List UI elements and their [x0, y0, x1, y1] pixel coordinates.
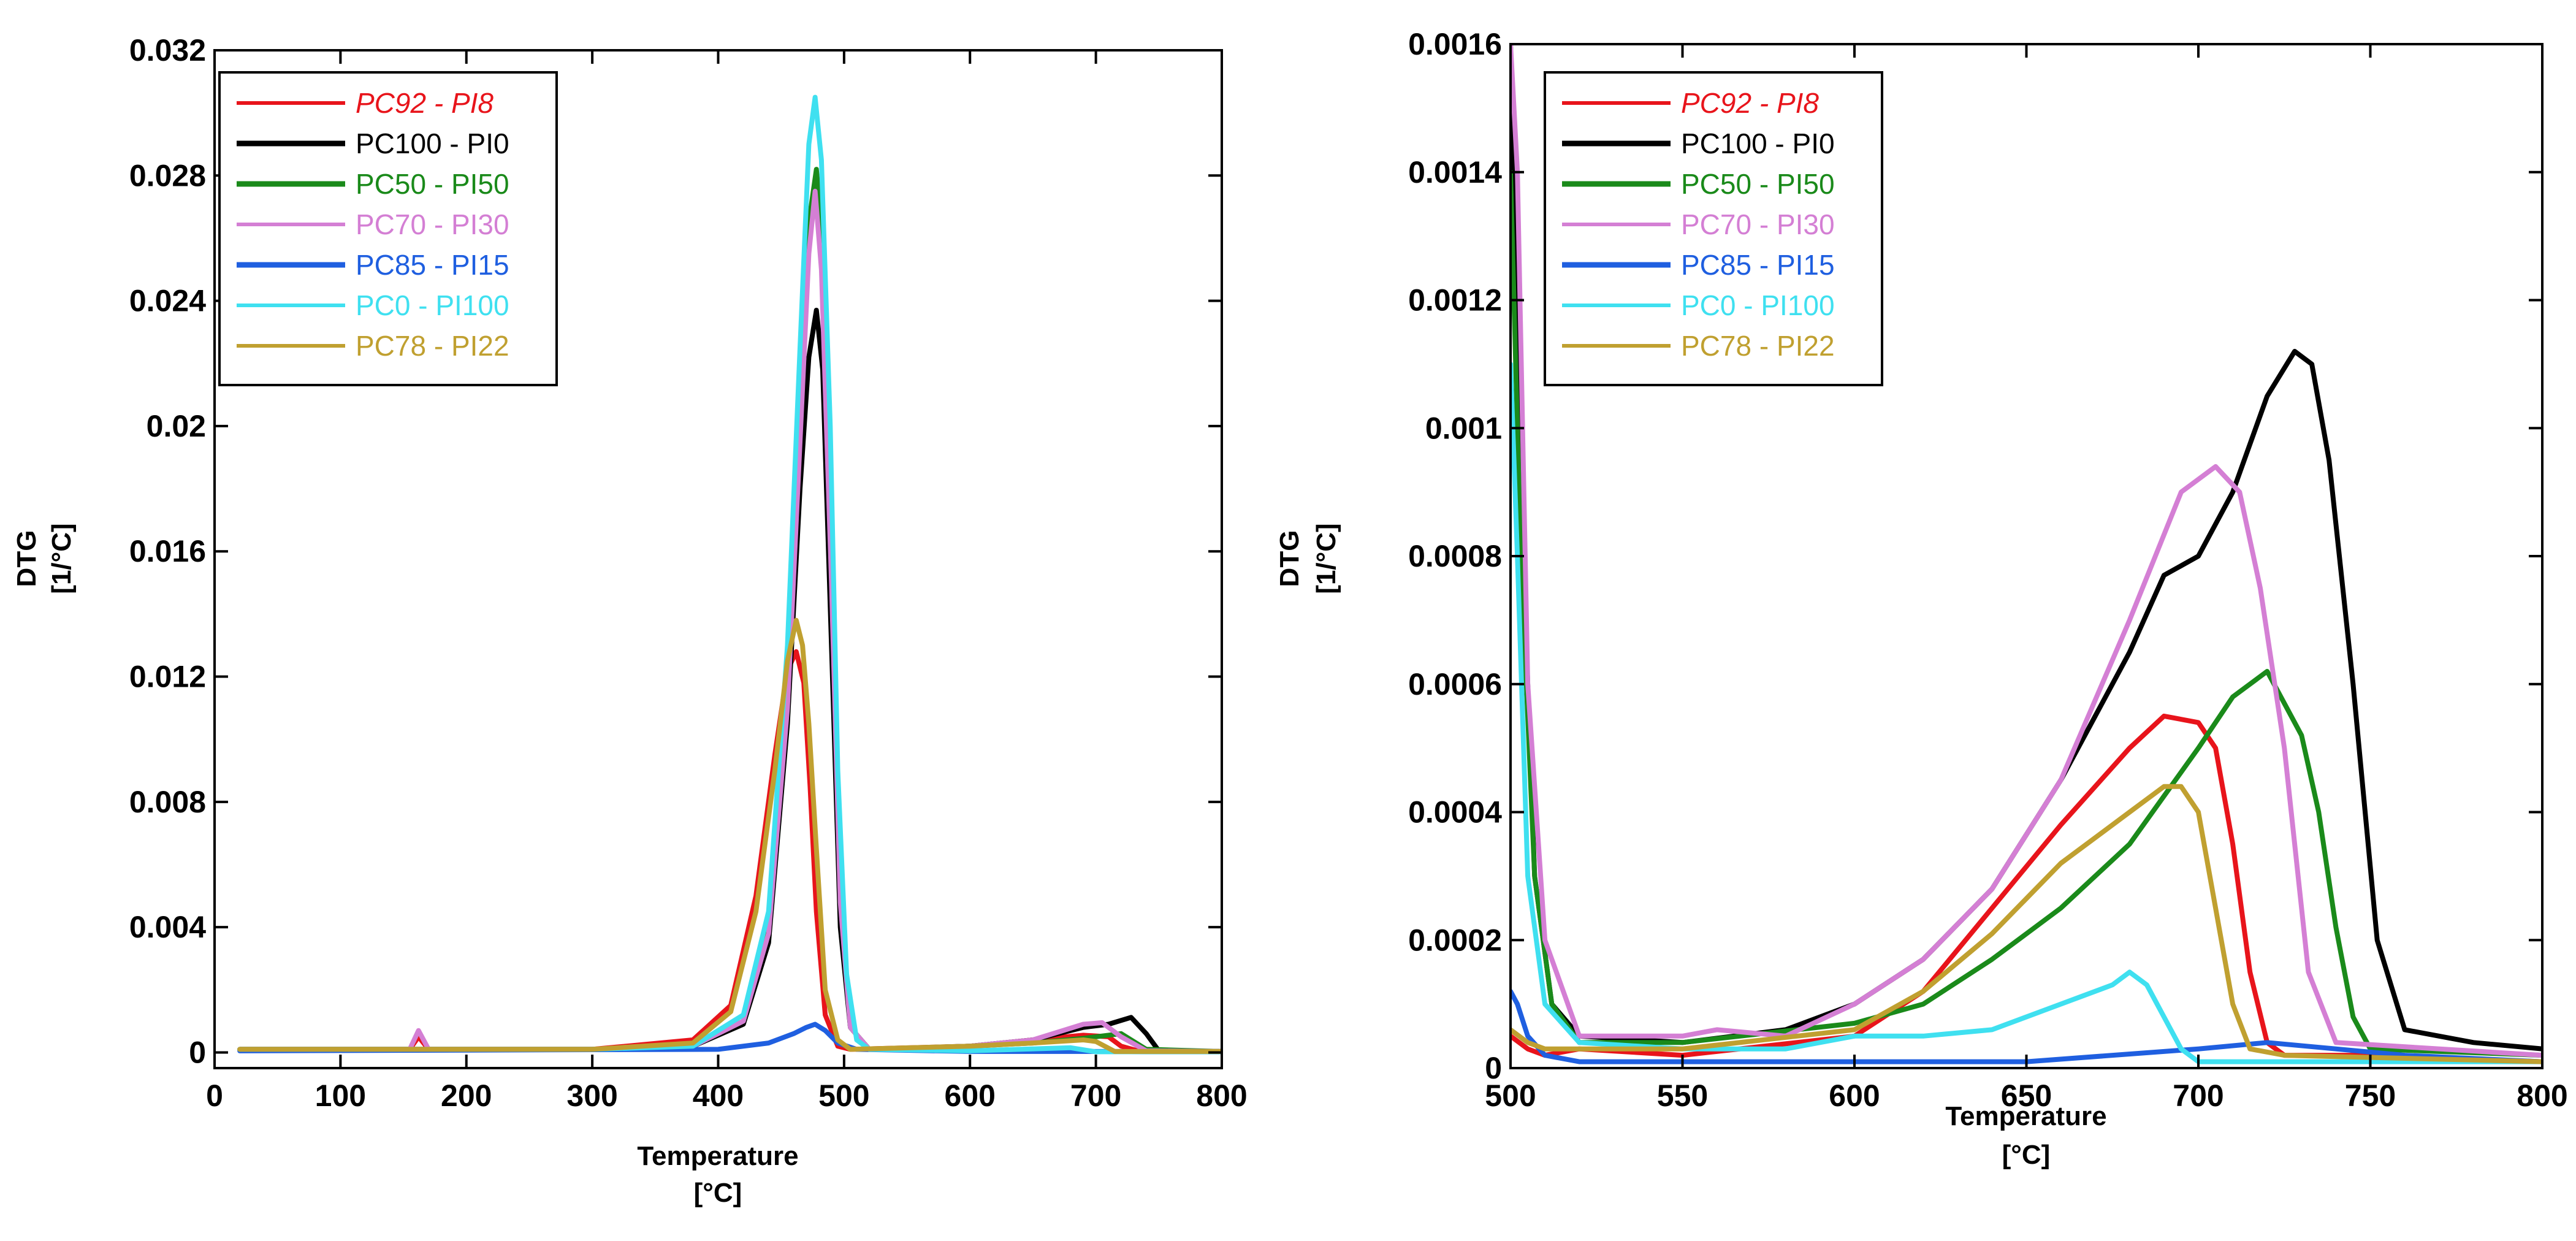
- right-legend-label: PC0 - PI100: [1681, 289, 1835, 321]
- right-x-tick-label: 800: [2517, 1079, 2567, 1113]
- right-y-tick-label: 0.0014: [1408, 155, 1502, 189]
- right-y-tick-label: 0.0002: [1408, 923, 1502, 957]
- right-legend: PC92 - PI8 PC100 - PI0 PC50 - PI50 PC70 - P…: [1544, 71, 1883, 386]
- left-y-tick-label: 0.012: [129, 660, 206, 694]
- left-y-tick-label: 0.024: [129, 284, 206, 318]
- left-y-tick-label: 0.016: [129, 534, 206, 568]
- left-y-axis-unit: [1/°C]: [47, 523, 77, 594]
- left-x-axis-unit: [°C]: [694, 1178, 742, 1208]
- left-y-tick-label: 0.004: [129, 910, 206, 944]
- left-series-line-2: [237, 307, 1222, 1054]
- right-series-line-6: [1511, 361, 2542, 1064]
- right-series-line-4: [1511, 44, 2542, 1058]
- left-x-tick-label: 800: [1196, 1079, 1247, 1113]
- right-legend-box: [1544, 71, 1883, 386]
- left-y-tick-label: 0.032: [129, 33, 206, 67]
- right-x-tick-label: 750: [2345, 1079, 2396, 1113]
- right-y-axis-unit: [1/°C]: [1311, 523, 1341, 594]
- right-x-tick-label: 700: [2173, 1079, 2224, 1113]
- right-y-tick-label: 0: [1485, 1051, 1502, 1085]
- right-y-axis-label: DTG: [1275, 530, 1305, 587]
- right-x-tick-label: 500: [1485, 1079, 1536, 1113]
- left-x-tick-label: 600: [945, 1079, 996, 1113]
- left-x-tick-label: 700: [1070, 1079, 1121, 1113]
- left-series-layer: [237, 94, 1222, 1055]
- right-legend-label: PC100 - PI0: [1681, 128, 1835, 159]
- right-chart: 500 550 600 650 700 750 800 0 0.0002 0.0004 0.0006…: [1275, 27, 2568, 1170]
- right-x-tick-label: 650: [2001, 1079, 2052, 1113]
- left-y-tick-label: 0.028: [129, 158, 206, 193]
- left-legend-label: PC50 - PI50: [356, 168, 509, 200]
- right-y-tick-label: 0.0008: [1408, 539, 1502, 573]
- left-x-tick-label: 400: [693, 1079, 744, 1113]
- left-series-line-6: [237, 94, 1222, 1055]
- left-legend-label: PC100 - PI0: [356, 128, 509, 159]
- left-x-tick-label: 200: [441, 1079, 492, 1113]
- right-x-tick-label: 550: [1657, 1079, 1708, 1113]
- left-legend-label: PC78 - PI22: [356, 330, 509, 362]
- right-series-line-1: [1511, 713, 2542, 1064]
- right-y-tick-label: 0.0006: [1408, 667, 1502, 701]
- left-x-tick-label: 300: [566, 1079, 617, 1113]
- right-series-line-2: [1511, 44, 2542, 1052]
- right-x-axis-label: Temperature: [1945, 1101, 2106, 1131]
- right-x-tick-label: 600: [1829, 1079, 1880, 1113]
- left-legend-label: PC70 - PI30: [356, 208, 509, 240]
- right-legend-label: PC50 - PI50: [1681, 168, 1835, 200]
- right-y-tick-label: 0.0012: [1408, 283, 1502, 318]
- left-ticks-layer: 0 100 200 300 400 500 600 700 800 0 0.004 0.008 0.01…: [129, 33, 1248, 1113]
- right-y-tick-label: 0.0016: [1408, 27, 1502, 61]
- left-x-tick-label: 500: [818, 1079, 869, 1113]
- right-legend-label: PC85 - PI15: [1681, 249, 1835, 281]
- left-y-axis-label: DTG: [12, 530, 42, 587]
- left-legend-label: PC0 - PI100: [356, 289, 509, 321]
- left-legend-box: [218, 71, 558, 386]
- left-x-tick-label: 0: [206, 1079, 223, 1113]
- right-legend-label: PC70 - PI30: [1681, 208, 1835, 240]
- left-legend: PC92 - PI8 PC100 - PI0 PC50 - PI50 PC70 - P…: [218, 71, 558, 386]
- left-x-axis-label: Temperature: [637, 1141, 798, 1171]
- left-chart: 0 100 200 300 400 500 600 700 800 0 0.004 0.008 0.01…: [12, 33, 1248, 1208]
- right-legend-label: PC92 - PI8: [1681, 87, 1819, 119]
- right-y-tick-label: 0.0004: [1408, 795, 1502, 830]
- left-x-tick-label: 100: [315, 1079, 366, 1113]
- right-x-axis-unit: [°C]: [2002, 1140, 2051, 1170]
- left-legend-label: PC92 - PI8: [356, 87, 493, 119]
- left-y-tick-label: 0.02: [147, 409, 206, 443]
- left-series-line-7: [237, 617, 1222, 1054]
- right-ticks-layer: 500 550 600 650 700 750 800 0 0.0002 0.0004 0.0006…: [1408, 27, 2568, 1113]
- right-legend-label: PC78 - PI22: [1681, 330, 1835, 362]
- left-series-line-1: [237, 649, 1222, 1054]
- left-y-tick-label: 0.008: [129, 785, 206, 819]
- right-series-line-7: [1511, 784, 2542, 1064]
- right-series-layer: [1511, 44, 2542, 1064]
- right-y-tick-label: 0.001: [1425, 411, 1502, 445]
- right-series-line-3: [1511, 169, 2542, 1058]
- left-y-tick-label: 0: [189, 1035, 206, 1069]
- left-legend-label: PC85 - PI15: [356, 249, 509, 281]
